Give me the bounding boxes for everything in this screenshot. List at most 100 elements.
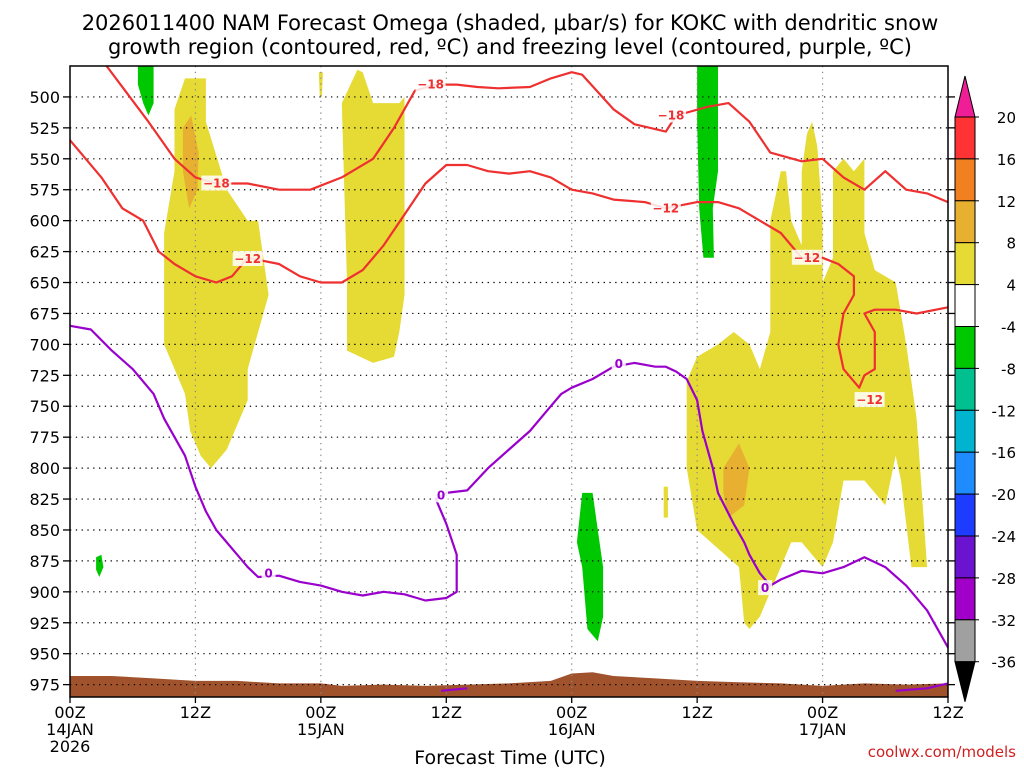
x-tick-label: 12Z (681, 703, 712, 722)
y-tick-label: 925 (29, 614, 60, 633)
contour-freezing-level-0c-sfc-b (895, 682, 949, 692)
colorbar-bottom-arrow (954, 661, 976, 702)
terrain-layer (70, 672, 948, 697)
colorbar-bin (954, 451, 976, 495)
colorbar-tick-label: -32 (992, 612, 1017, 630)
colorbar-bin (954, 158, 976, 202)
y-tick-label: 500 (29, 88, 60, 107)
contour-label-bg (854, 392, 885, 408)
y-tick-label: 750 (29, 397, 60, 416)
x-tick-label: 00Z 15JAN (297, 703, 345, 739)
y-tick-label: 625 (29, 243, 60, 262)
omega-region-sink-14jan-03z (96, 554, 104, 577)
contour-label-bg (656, 107, 687, 123)
colorbar-top-arrow (954, 75, 976, 118)
contour-label-bg (201, 175, 232, 191)
colorbar-bin (954, 326, 976, 369)
contour-label-freezing-level-0c: 0 (264, 566, 272, 580)
y-tick-label: 650 (29, 274, 60, 293)
contour-label-dgz-lower-minus-12: −12 (794, 251, 821, 265)
y-tick-label: 700 (29, 335, 60, 354)
contour-label-dgz-upper-minus-18: −18 (417, 78, 444, 92)
y-tick-label: 875 (29, 552, 60, 571)
x-tick-label: 00Z 16JAN (548, 703, 596, 739)
plot-frame (69, 65, 949, 698)
credit-text: coolwx.com/models (868, 743, 1016, 761)
chart-title-line-1: 2026011400 NAM Forecast Omega (shaded, μ… (82, 11, 939, 35)
y-tick-label: 850 (29, 521, 60, 540)
colorbar-tick-label: 8 (1006, 235, 1016, 253)
omega-region-sink-14jan-07z (137, 66, 154, 116)
y-tick-label: 725 (29, 366, 60, 385)
colorbar-tick-label: -24 (992, 528, 1017, 546)
colorbar-bin (954, 535, 976, 579)
omega-region-rise-15jan-01z (341, 69, 405, 363)
contour-label-dgz-upper-minus-18: −18 (658, 108, 685, 122)
colorbar-tick-label: -16 (992, 444, 1017, 462)
colorbar-tick-label: 12 (997, 193, 1016, 211)
x-tick-label: 00Z 14JAN 2026 (46, 703, 94, 756)
ground-below-surface (70, 672, 948, 697)
contour-dgz-upper-minus-18 (105, 65, 949, 204)
colorbar-tick-label: -12 (992, 402, 1017, 420)
contour-label-freezing-level-0c: 0 (761, 581, 769, 595)
y-tick-label: 675 (29, 304, 60, 323)
y-tick-label: 575 (29, 181, 60, 200)
x-tick-label: 12Z (431, 703, 462, 722)
contour-label-bg (434, 487, 449, 503)
contour-label-freezing-level-0c: 0 (437, 488, 445, 502)
x-tick-label: 00Z 17JAN (799, 703, 847, 739)
colorbar-tick-label: -4 (1001, 319, 1016, 337)
contour-label-bg (758, 580, 773, 596)
x-axis-title: Forecast Time (UTC) (414, 747, 605, 768)
contour-label-bg (415, 76, 446, 92)
contour-dgz-lower-minus-12 (69, 139, 949, 389)
y-tick-label: 975 (29, 676, 60, 695)
y-tick-label: 825 (29, 490, 60, 509)
contour-label-dgz-upper-minus-18: −18 (203, 177, 230, 191)
contour-label-bg (650, 200, 681, 216)
contour-label-bg (791, 249, 822, 265)
colorbar-bin (954, 409, 976, 453)
gridlines (70, 66, 948, 697)
colorbar-bin (954, 284, 976, 328)
colorbar-bin (954, 619, 976, 663)
contour-label-bg (611, 356, 626, 372)
y-tick-label: 900 (29, 583, 60, 602)
contour-labels: −18 −12 0 −18 −18 −12 −12 −12 0 0 0 (201, 76, 885, 596)
y-axis: 500 525 550 575 600 625 650 675 700 725 750 775 800 8… (29, 88, 955, 695)
contour-label-dgz-lower-minus-12: −12 (652, 201, 679, 215)
colorbar: 20 16 12 8 4 -4 -8 -12 -16 -20 -24 -28 -32 -36 (954, 75, 1017, 702)
y-tick-label: 600 (29, 212, 60, 231)
x-tick-label: 12Z (932, 703, 963, 722)
omega-region-sink-16jan-12z (697, 66, 718, 258)
colorbar-tick-label: 16 (997, 151, 1016, 169)
omega-region-rise-14jan-10z (182, 115, 199, 209)
contour-label-dgz-lower-minus-12: −12 (234, 252, 261, 266)
y-tick-label: 550 (29, 150, 60, 169)
colorbar-bin (954, 200, 976, 244)
contour-label-bg (232, 251, 263, 267)
colorbar-bin (954, 242, 976, 286)
y-tick-label: 775 (29, 428, 60, 447)
x-tick-label: 12Z (180, 703, 211, 722)
contour-freezing-level-0c-sfc-a (440, 687, 468, 692)
colorbar-tick-label: 20 (997, 109, 1016, 127)
y-tick-label: 525 (29, 119, 60, 138)
omega-region-rise-16jan-09z-blip (663, 486, 668, 518)
colorbar-bin (954, 116, 976, 160)
plot-area: −18 −12 0 −18 −18 −12 −12 −12 0 0 0 (69, 65, 949, 698)
omega-region-sink-16jan-03z (576, 492, 604, 642)
x-axis: 00Z 14JAN 2026 12Z 00Z 15JAN 12Z 00Z 16JAN 12Z 00Z… (46, 697, 964, 756)
contour-label-freezing-level-0c: 0 (615, 357, 623, 371)
chart-title-line-2: growth region (contoured, red, ºC) and f… (108, 35, 912, 59)
colorbar-tick-label: -28 (992, 570, 1017, 588)
colorbar-tick-label: 4 (1006, 277, 1016, 295)
contour-label-dgz-lower-minus-12: −12 (856, 393, 883, 407)
colorbar-bin (954, 367, 976, 411)
contour-label-bg (261, 565, 276, 581)
colorbar-bin (954, 577, 976, 621)
colorbar-tick-label: -36 (992, 654, 1017, 672)
contour-freezing-level-0c (69, 324, 949, 649)
